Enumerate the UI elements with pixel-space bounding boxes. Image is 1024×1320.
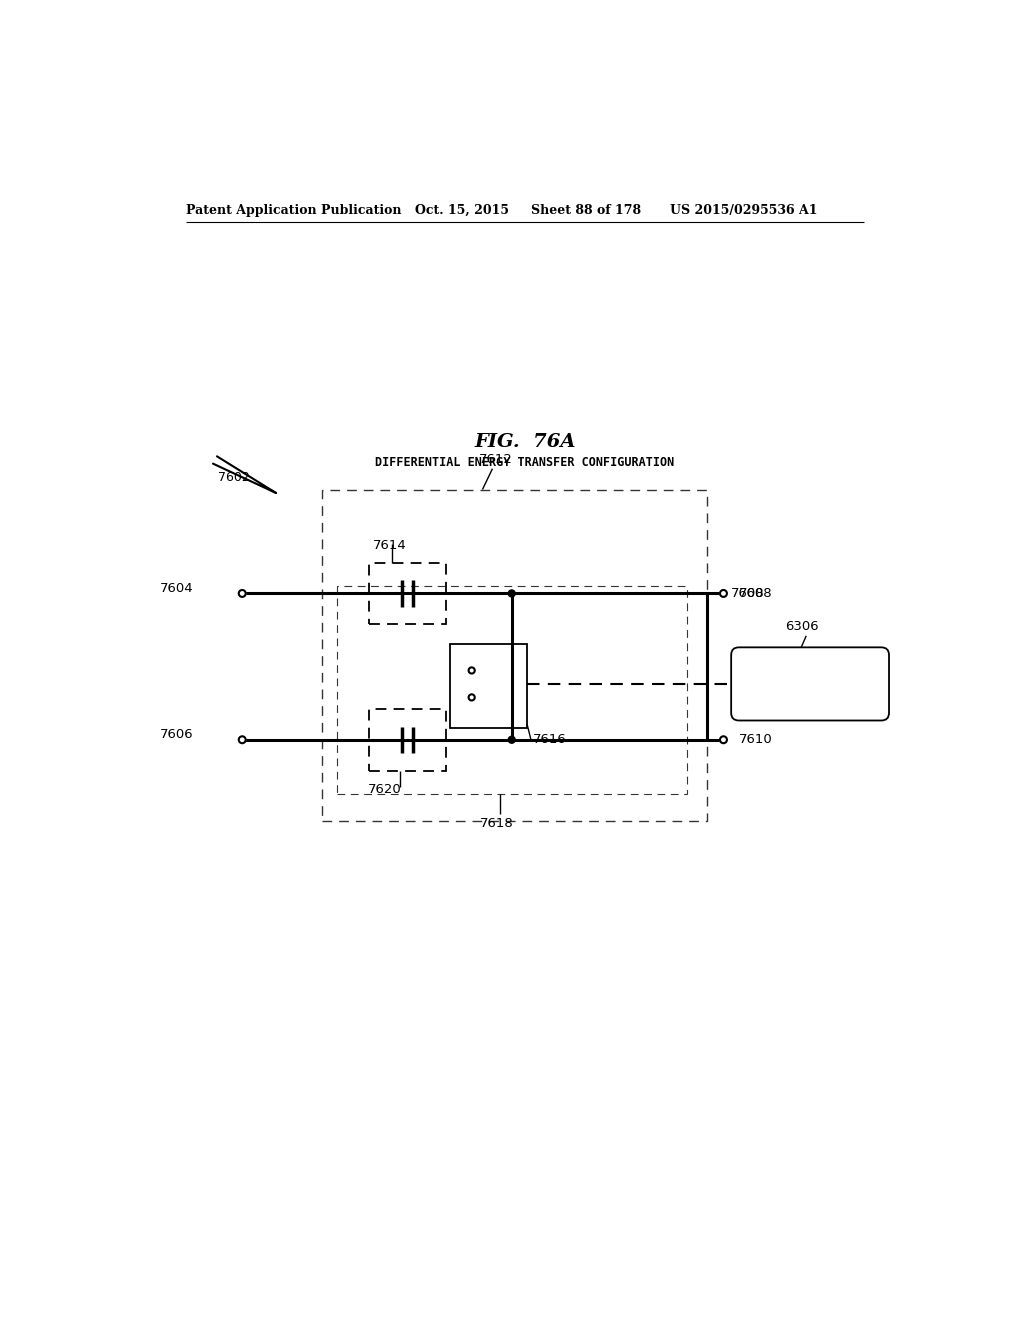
Bar [370, 562, 446, 624]
Bar [337, 586, 687, 793]
Text: 7618: 7618 [479, 817, 513, 830]
Text: 7620: 7620 [368, 783, 401, 796]
Bar [451, 644, 527, 729]
Text: 7616: 7616 [534, 733, 567, 746]
Text: 7610: 7610 [739, 733, 773, 746]
Circle shape [469, 668, 475, 673]
Circle shape [239, 590, 246, 597]
Text: 7604: 7604 [160, 582, 194, 594]
Bar [322, 490, 707, 821]
Circle shape [469, 694, 475, 701]
Text: ET: ET [802, 668, 818, 681]
FancyBboxPatch shape [731, 647, 889, 721]
Text: 7606: 7606 [160, 727, 194, 741]
Circle shape [508, 590, 515, 597]
Circle shape [720, 737, 727, 743]
Text: 6306: 6306 [785, 620, 819, 634]
Text: 7608: 7608 [724, 587, 765, 601]
Bar [370, 709, 446, 771]
Text: Oct. 15, 2015: Oct. 15, 2015 [416, 205, 510, 218]
Text: ALIASING SIGNAL: ALIASING SIGNAL [759, 688, 861, 698]
Text: 7612: 7612 [479, 453, 513, 466]
Text: DIFFERENTIAL ENERGY TRANSFER CONFIGURATION: DIFFERENTIAL ENERGY TRANSFER CONFIGURATI… [375, 455, 675, 469]
Text: Patent Application Publication: Patent Application Publication [186, 205, 401, 218]
Text: US 2015/0295536 A1: US 2015/0295536 A1 [670, 205, 817, 218]
Circle shape [720, 590, 727, 597]
Text: 7602: 7602 [218, 471, 250, 484]
Circle shape [508, 737, 515, 743]
Text: Sheet 88 of 178: Sheet 88 of 178 [531, 205, 641, 218]
Text: 7614: 7614 [373, 539, 407, 552]
Text: FIG.  76A: FIG. 76A [474, 433, 575, 450]
Text: 7608: 7608 [739, 587, 772, 601]
Circle shape [239, 737, 246, 743]
